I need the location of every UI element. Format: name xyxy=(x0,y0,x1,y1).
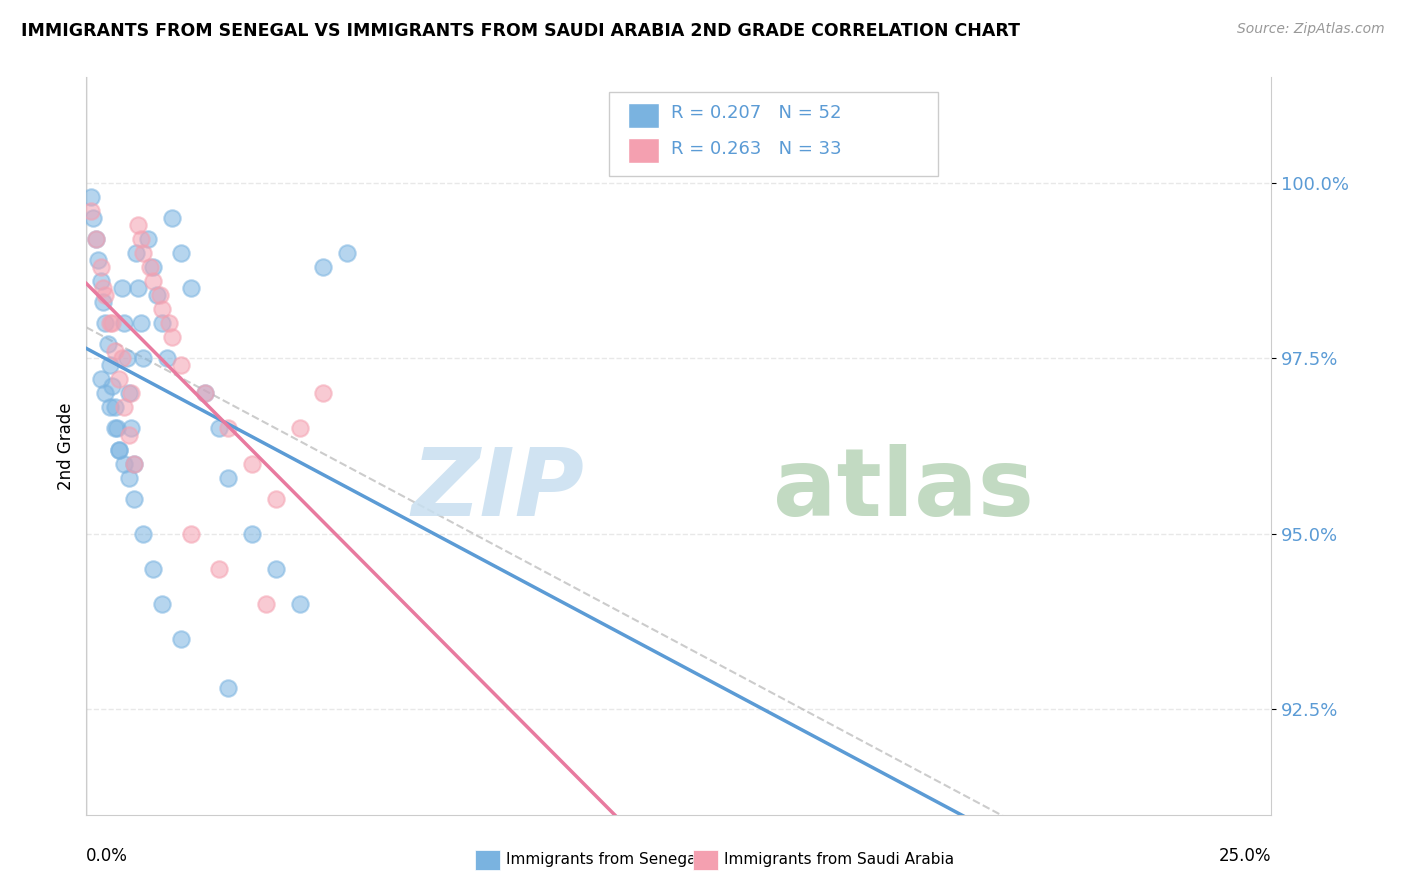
Point xyxy=(82,211,104,225)
Point xyxy=(156,351,179,366)
Point xyxy=(80,203,103,218)
Point xyxy=(105,421,128,435)
Point xyxy=(91,295,114,310)
Point xyxy=(89,372,111,386)
Point xyxy=(122,457,145,471)
Point xyxy=(142,260,165,274)
Point xyxy=(240,526,263,541)
Point xyxy=(111,351,134,366)
Text: IMMIGRANTS FROM SENEGAL VS IMMIGRANTS FROM SAUDI ARABIA 2ND GRADE CORRELATION CH: IMMIGRANTS FROM SENEGAL VS IMMIGRANTS FR… xyxy=(21,22,1021,40)
Text: Immigrants from Senegal: Immigrants from Senegal xyxy=(506,853,700,867)
Point xyxy=(112,457,135,471)
Point xyxy=(118,386,141,401)
Point xyxy=(150,316,173,330)
Point xyxy=(254,597,277,611)
Point xyxy=(98,316,121,330)
Point xyxy=(115,351,138,366)
Point xyxy=(101,379,124,393)
Point xyxy=(194,386,217,401)
Point xyxy=(94,316,117,330)
Point xyxy=(118,470,141,484)
Point xyxy=(94,386,117,401)
Point xyxy=(127,218,149,232)
Text: Immigrants from Saudi Arabia: Immigrants from Saudi Arabia xyxy=(724,853,953,867)
Point xyxy=(118,428,141,442)
Text: Source: ZipAtlas.com: Source: ZipAtlas.com xyxy=(1237,22,1385,37)
Text: atlas: atlas xyxy=(773,444,1035,536)
Text: 0.0%: 0.0% xyxy=(86,847,128,865)
Point xyxy=(97,337,120,351)
Point xyxy=(108,442,131,457)
Point xyxy=(98,401,121,415)
Point xyxy=(170,246,193,260)
Point xyxy=(84,232,107,246)
Point xyxy=(122,491,145,506)
Point xyxy=(208,562,231,576)
Point xyxy=(217,421,239,435)
Point xyxy=(132,246,155,260)
Point xyxy=(180,281,202,295)
Point xyxy=(104,421,127,435)
Point xyxy=(108,372,131,386)
Point xyxy=(104,401,127,415)
Point xyxy=(129,316,152,330)
Point xyxy=(89,274,111,288)
Point xyxy=(120,386,142,401)
Point xyxy=(139,260,162,274)
Point xyxy=(288,597,311,611)
Point xyxy=(101,316,124,330)
Point xyxy=(157,316,180,330)
Point xyxy=(217,470,239,484)
Point xyxy=(132,351,155,366)
Point xyxy=(336,246,359,260)
Point xyxy=(120,421,142,435)
Text: R = 0.263   N = 33: R = 0.263 N = 33 xyxy=(671,140,841,158)
Point xyxy=(80,190,103,204)
Point xyxy=(208,421,231,435)
Point xyxy=(112,401,135,415)
Point xyxy=(136,232,159,246)
Y-axis label: 2nd Grade: 2nd Grade xyxy=(58,402,75,490)
Point xyxy=(160,211,183,225)
Point xyxy=(122,457,145,471)
Text: 25.0%: 25.0% xyxy=(1219,847,1271,865)
Point xyxy=(217,681,239,696)
Point xyxy=(111,281,134,295)
Point xyxy=(240,457,263,471)
Point xyxy=(112,316,135,330)
Point xyxy=(288,421,311,435)
Point xyxy=(98,358,121,372)
Point xyxy=(94,288,117,302)
Point xyxy=(194,386,217,401)
Point xyxy=(170,358,193,372)
Point xyxy=(84,232,107,246)
Point xyxy=(264,491,287,506)
Point xyxy=(142,274,165,288)
Point xyxy=(170,632,193,646)
Point xyxy=(104,344,127,359)
Point xyxy=(91,281,114,295)
Point xyxy=(142,562,165,576)
Point xyxy=(127,281,149,295)
Point xyxy=(89,260,111,274)
Point xyxy=(150,302,173,317)
Text: ZIP: ZIP xyxy=(411,444,583,536)
Point xyxy=(132,526,155,541)
Text: R = 0.207   N = 52: R = 0.207 N = 52 xyxy=(671,104,841,122)
Point xyxy=(129,232,152,246)
Point xyxy=(146,288,169,302)
Point xyxy=(180,526,202,541)
Point xyxy=(160,330,183,344)
Point xyxy=(87,252,110,267)
Point xyxy=(312,386,335,401)
Point xyxy=(125,246,148,260)
Point xyxy=(312,260,335,274)
Point xyxy=(149,288,172,302)
Point xyxy=(108,442,131,457)
Point xyxy=(264,562,287,576)
Point xyxy=(150,597,173,611)
